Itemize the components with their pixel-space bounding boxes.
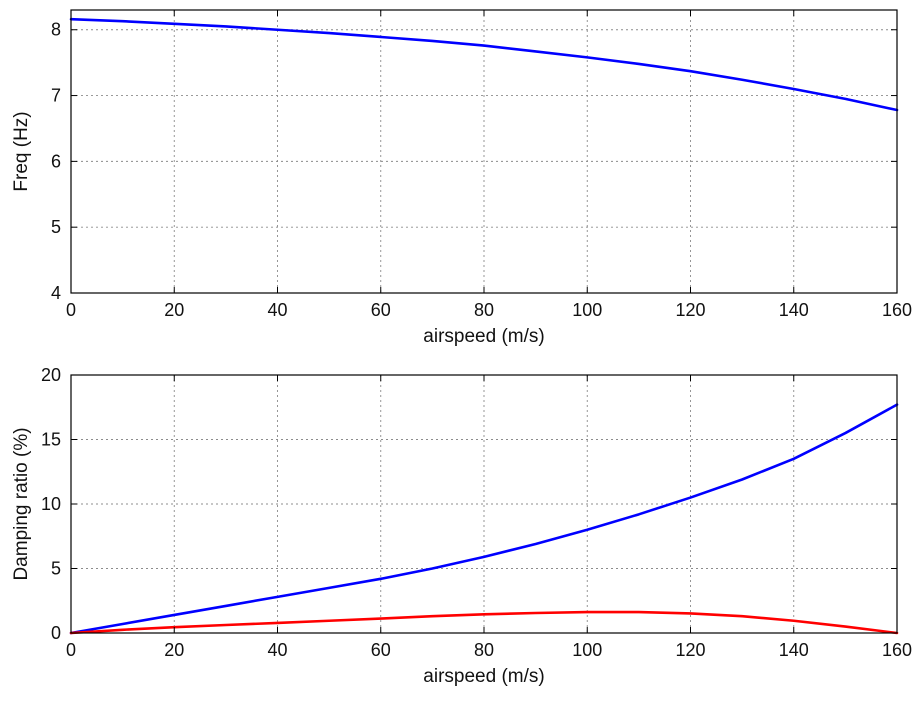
x-tick-label: 140 bbox=[779, 640, 809, 660]
series-line-1 bbox=[69, 403, 899, 635]
x-tick-label: 100 bbox=[572, 300, 602, 320]
x-tick-label: 100 bbox=[572, 640, 602, 660]
y-tick-label: 0 bbox=[51, 623, 61, 643]
x-tick-label: 60 bbox=[371, 300, 391, 320]
y-axis-label: Damping ratio (%) bbox=[11, 427, 32, 580]
y-tick-label: 5 bbox=[51, 559, 61, 579]
x-tick-label: 160 bbox=[882, 300, 912, 320]
y-tick-label: 6 bbox=[51, 151, 61, 171]
plot-frame bbox=[70, 374, 898, 634]
x-tick-label: 80 bbox=[474, 640, 494, 660]
y-tick-label: 8 bbox=[51, 20, 61, 40]
y-tick-label: 5 bbox=[51, 217, 61, 237]
x-tick-label: 140 bbox=[779, 300, 809, 320]
x-tick-label: 60 bbox=[371, 640, 391, 660]
y-tick-label: 15 bbox=[41, 430, 61, 450]
series-line-1 bbox=[69, 17, 899, 112]
x-tick-label: 20 bbox=[164, 640, 184, 660]
x-tick-label: 80 bbox=[474, 300, 494, 320]
y-axis-label: Freq (Hz) bbox=[11, 111, 32, 191]
chart-panel-2: 0 20 40 60 80 100 120 140 160 0 5 10 15 20 airspeed (m… bbox=[11, 365, 912, 687]
series-line-2 bbox=[69, 610, 899, 635]
chart-panel-1: 0 20 40 60 80 100 120 140 160 4 5 6 7 8 airspeed (m/s)… bbox=[11, 9, 912, 347]
x-axis-label: airspeed (m/s) bbox=[423, 666, 544, 687]
x-tick-label: 120 bbox=[675, 640, 705, 660]
x-tick-label: 40 bbox=[267, 640, 287, 660]
x-tick-label: 20 bbox=[164, 300, 184, 320]
x-tick-label: 160 bbox=[882, 640, 912, 660]
y-tick-label: 4 bbox=[51, 283, 61, 303]
x-tick-label: 40 bbox=[267, 300, 287, 320]
x-tick-label: 0 bbox=[66, 300, 76, 320]
x-tick-label: 0 bbox=[66, 640, 76, 660]
y-tick-label: 10 bbox=[41, 494, 61, 514]
x-axis-label: airspeed (m/s) bbox=[423, 326, 544, 347]
y-tick-label: 7 bbox=[51, 86, 61, 106]
y-tick-label: 20 bbox=[41, 365, 61, 385]
x-tick-label: 120 bbox=[675, 300, 705, 320]
